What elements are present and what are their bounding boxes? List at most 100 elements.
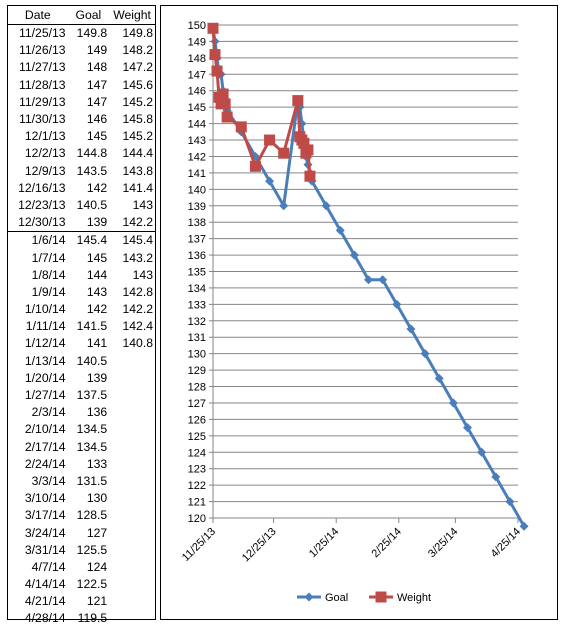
table-row: 11/30/13 146 145.8: [8, 111, 155, 128]
table-row: 2/3/14 136: [8, 404, 155, 421]
cell-date: 1/7/14: [31, 250, 66, 265]
cell-weight: [109, 456, 155, 473]
table-row: 12/23/13 140.5 143: [8, 197, 155, 214]
table-row: 12/1/13 145 145.2: [8, 128, 155, 145]
y-tick-label: 136: [188, 250, 206, 262]
cell-date: 1/6/14: [8, 231, 68, 250]
cell-date: 4/21/14: [24, 594, 66, 609]
goal-point: [420, 349, 430, 359]
cell-weight: 143.8: [122, 163, 154, 178]
cell-date: 1/20/14: [24, 370, 66, 385]
cell-weight: [109, 404, 155, 421]
cell-goal: 141.5: [76, 319, 108, 334]
table-row: 3/3/14 131.5: [8, 473, 155, 490]
weight-point: [211, 65, 223, 77]
cell-goal: 145: [86, 129, 108, 144]
cell-weight: [109, 593, 155, 610]
cell-goal: 145.4: [67, 231, 110, 250]
y-tick-label: 128: [188, 382, 206, 394]
weight-point: [209, 49, 221, 61]
cell-weight: 145.4: [109, 231, 155, 250]
y-tick-label: 124: [188, 447, 206, 459]
data-table-panel: Date Goal Weight 11/25/13 149.8 149.8 11/26…: [7, 5, 156, 625]
cell-goal: 134.5: [76, 422, 108, 437]
cell-weight: 140.8: [122, 336, 154, 351]
cell-date: 11/28/13: [19, 77, 66, 92]
series: [207, 22, 529, 531]
table-row: 1/9/14 143 142.8: [8, 284, 155, 301]
x-tick-label: 4/25/14: [489, 526, 523, 560]
goal-point: [448, 398, 458, 408]
cell-date: 3/10/14: [24, 491, 66, 506]
cell-date: 12/9/13: [24, 163, 66, 178]
legend: Goal Weight: [297, 591, 431, 604]
cell-weight: [109, 353, 155, 370]
cell-date: 3/17/14: [24, 508, 66, 523]
cell-date: 1/12/14: [24, 336, 66, 351]
cell-date: 11/26/13: [19, 43, 66, 58]
cell-weight: 145.6: [122, 77, 154, 92]
goal-point: [321, 201, 331, 211]
cell-date: 1/11/14: [25, 319, 66, 334]
cell-weight: [109, 559, 155, 576]
cell-weight: 145.2: [122, 94, 154, 109]
legend-label-weight: Weight: [397, 592, 431, 604]
table-row: 11/26/13 149 148.2: [8, 42, 155, 59]
y-tick-label: 141: [188, 168, 206, 180]
goal-point: [463, 423, 473, 433]
table-row: 11/25/13 149.8 149.8: [8, 25, 155, 43]
y-tick-label: 122: [188, 480, 206, 492]
weight-point: [298, 137, 310, 149]
table-row: 12/16/13 142 141.4: [8, 180, 155, 197]
chart-panel: 120 121 122 123 124 125 126 127 128 129 130 131 132 1…: [160, 5, 558, 620]
cell-weight: 142.4: [122, 319, 154, 334]
table-row: 12/30/13 139 142.2: [8, 214, 155, 232]
cell-goal: 142: [86, 302, 108, 317]
cell-goal: 149: [86, 43, 108, 58]
table-row: 11/28/13 147 145.6: [8, 77, 155, 94]
goal-point: [434, 373, 444, 383]
table-row: 11/27/13 148 147.2: [8, 59, 155, 76]
y-tick-label: 140: [188, 184, 206, 196]
cell-weight: 145.2: [122, 129, 154, 144]
cell-goal: 144.8: [76, 146, 108, 161]
weight-point: [217, 88, 229, 100]
cell-weight: [109, 524, 155, 541]
y-tick-label: 126: [188, 414, 206, 426]
x-tick-label: 3/25/14: [426, 526, 460, 560]
cell-date: 3/24/14: [24, 525, 66, 540]
y-tick-label: 125: [188, 431, 206, 443]
cell-date: 4/7/14: [31, 559, 66, 574]
header-date: Date: [8, 6, 68, 25]
cell-goal: 143: [86, 284, 108, 299]
cell-date: 11/27/13: [19, 60, 66, 75]
y-tick-label: 142: [188, 151, 206, 163]
cell-weight: [109, 507, 155, 524]
x-tick-label: 2/25/14: [370, 526, 404, 560]
cell-goal: 146: [86, 112, 108, 127]
series-goal: [208, 23, 529, 531]
y-tick-label: 121: [188, 497, 206, 509]
table-row: 2/17/14 134.5: [8, 439, 155, 456]
y-tick-label: 150: [188, 20, 206, 32]
x-tick-label: 11/25/13: [180, 526, 218, 564]
y-tick-label: 145: [188, 102, 206, 114]
cell-date: 2/24/14: [24, 456, 66, 471]
cell-date: 2/17/14: [24, 439, 66, 454]
table-header-row: Date Goal Weight: [8, 6, 155, 25]
cell-weight: [109, 576, 155, 593]
header-weight: Weight: [109, 6, 155, 25]
table-row: 2/10/14 134.5: [8, 421, 155, 438]
y-tick-label: 135: [188, 267, 206, 279]
cell-goal: 143.5: [76, 163, 108, 178]
cell-weight: 148.2: [122, 43, 154, 58]
weight-point: [235, 121, 247, 133]
y-tick-label: 127: [188, 398, 206, 410]
cell-goal: 125.5: [76, 542, 108, 557]
y-tick-label: 149: [188, 36, 206, 48]
cell-weight: [109, 439, 155, 456]
y-tick-label: 132: [188, 316, 206, 328]
cell-weight: 145.8: [122, 112, 154, 127]
cell-date: 1/13/14: [24, 353, 66, 368]
cell-date: 12/1/13: [24, 129, 66, 144]
